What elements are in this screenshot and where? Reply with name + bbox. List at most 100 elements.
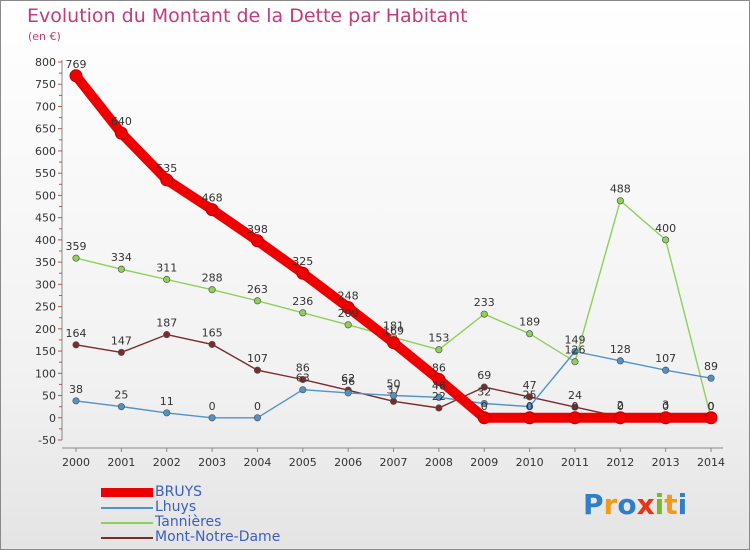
data-point[interactable] <box>571 358 579 366</box>
data-point[interactable] <box>72 397 80 405</box>
data-point[interactable] <box>205 203 219 217</box>
data-point[interactable] <box>117 403 125 411</box>
data-label: 11 <box>160 395 174 408</box>
data-label: 165 <box>202 326 223 339</box>
data-label: 62 <box>341 372 355 385</box>
data-label: 209 <box>338 307 359 320</box>
logo-letter: r <box>603 488 618 521</box>
data-point[interactable] <box>253 366 261 374</box>
data-point[interactable] <box>568 411 582 425</box>
data-point[interactable] <box>477 411 491 425</box>
data-label: 325 <box>292 255 313 268</box>
data-point[interactable] <box>72 341 80 349</box>
data-point[interactable] <box>526 330 534 338</box>
data-point[interactable] <box>163 275 171 284</box>
data-point[interactable] <box>704 411 718 425</box>
data-label: 86 <box>296 362 310 375</box>
data-label: 311 <box>156 261 177 274</box>
data-point[interactable] <box>659 411 673 425</box>
data-point[interactable] <box>480 310 488 318</box>
axes: -500501001502002503003504004505005506006… <box>35 56 725 469</box>
data-point[interactable] <box>662 236 670 244</box>
data-point[interactable] <box>616 357 624 365</box>
x-tick-label: 2011 <box>561 456 589 469</box>
data-label: 38 <box>69 383 83 396</box>
data-point[interactable] <box>208 286 216 294</box>
data-point[interactable] <box>613 411 627 425</box>
data-point[interactable] <box>435 393 443 401</box>
data-point[interactable] <box>432 373 446 387</box>
data-label: 0 <box>662 400 669 413</box>
data-point[interactable] <box>72 254 80 262</box>
data-point[interactable] <box>435 404 443 412</box>
x-tick-label: 2006 <box>334 456 362 469</box>
y-tick-label: -50 <box>38 434 56 447</box>
data-label: 149 <box>564 334 585 347</box>
data-label: 37 <box>387 383 401 396</box>
x-tick-label: 2005 <box>289 456 317 469</box>
data-point[interactable] <box>435 346 443 354</box>
data-point[interactable] <box>341 300 355 314</box>
data-label: 187 <box>156 317 177 330</box>
data-point[interactable] <box>662 366 670 374</box>
data-point[interactable] <box>523 411 537 425</box>
x-tick-label: 2009 <box>470 456 498 469</box>
logo-letter: t <box>664 488 678 521</box>
data-point[interactable] <box>163 331 171 339</box>
data-point[interactable] <box>616 197 624 205</box>
data-point[interactable] <box>707 374 715 382</box>
data-point[interactable] <box>296 266 310 280</box>
data-label: 248 <box>338 289 359 302</box>
y-tick-label: 700 <box>35 100 56 113</box>
data-point[interactable] <box>208 340 216 348</box>
x-tick-label: 2003 <box>198 456 226 469</box>
data-label: 107 <box>655 352 676 365</box>
data-point[interactable] <box>117 348 125 356</box>
legend-swatch-mont-notre-dame <box>101 537 153 539</box>
data-label: 2 <box>617 399 624 412</box>
data-labels: 3593343112882632362091811532331891264884… <box>66 58 719 413</box>
data-point[interactable] <box>571 347 579 356</box>
data-label: 153 <box>428 332 449 345</box>
legend-label-tannieres: Tannières <box>155 514 222 530</box>
data-point[interactable] <box>344 321 352 329</box>
x-tick-label: 2007 <box>380 456 408 469</box>
data-point[interactable] <box>253 297 261 305</box>
y-tick-label: 150 <box>35 345 56 358</box>
data-point[interactable] <box>117 265 125 273</box>
data-point[interactable] <box>526 403 534 411</box>
data-point[interactable] <box>526 393 534 401</box>
data-point[interactable] <box>480 399 488 408</box>
data-point[interactable] <box>480 383 488 391</box>
x-tick-label: 2000 <box>62 456 90 469</box>
legend-swatch-lhuys <box>101 507 153 509</box>
data-point[interactable] <box>160 173 174 187</box>
chart-title: Evolution du Montant de la Dette par Hab… <box>27 5 468 27</box>
data-label: 334 <box>111 251 132 264</box>
data-label: 46 <box>432 379 446 392</box>
data-point[interactable] <box>253 414 261 422</box>
data-point[interactable] <box>299 386 307 394</box>
data-label: 3 <box>662 398 669 411</box>
legend-swatch-bruys <box>101 488 153 497</box>
legend-label-mont-notre-dame: Mont-Notre-Dame <box>155 529 281 545</box>
data-point[interactable] <box>299 309 307 317</box>
data-label: 535 <box>156 162 177 175</box>
data-label: 0 <box>526 400 533 413</box>
data-label: 107 <box>247 352 268 365</box>
data-point[interactable] <box>389 391 398 400</box>
y-tick-label: 250 <box>35 301 56 314</box>
data-point[interactable] <box>163 409 171 417</box>
data-point[interactable] <box>344 389 352 397</box>
data-point[interactable] <box>208 414 216 422</box>
logo-letter: P <box>583 488 604 521</box>
data-point[interactable] <box>114 126 128 140</box>
data-point[interactable] <box>387 336 401 350</box>
data-point[interactable] <box>250 234 264 248</box>
data-point[interactable] <box>69 69 83 83</box>
data-point[interactable] <box>299 375 307 384</box>
data-point[interactable] <box>571 403 579 411</box>
data-label: 181 <box>383 319 404 332</box>
